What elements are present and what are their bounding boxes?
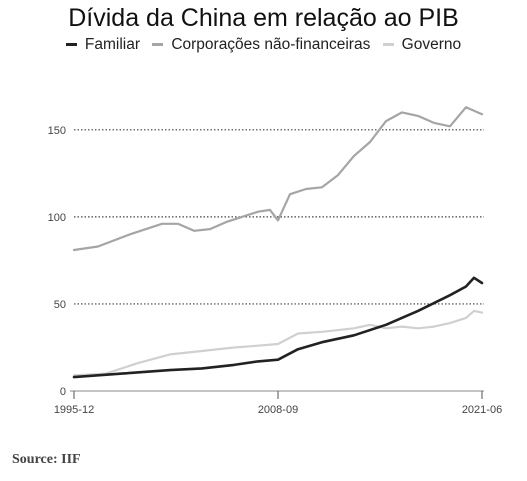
legend-item-governo: Governo: [382, 36, 462, 54]
line-governo: [72, 309, 484, 377]
legend-label-corporacoes: Corporações não-financeiras: [171, 36, 371, 53]
legend-label-familiar: Familiar: [84, 36, 140, 53]
x-tick-label-2008-09: 2008-09: [258, 404, 298, 416]
legend-item-familiar: Familiar: [65, 36, 140, 54]
y-tick-label-150: 150: [48, 125, 66, 137]
x-tick-label-1995-12: 1995-12: [54, 404, 94, 416]
legend-swatch-governo: [382, 43, 394, 47]
x-tick-label-2021-06: 2021-06: [462, 404, 502, 416]
line-corporacoes: [72, 106, 484, 252]
chart-title: Dívida da China em relação ao PIB: [68, 4, 459, 32]
line-familiar: [72, 276, 484, 379]
legend-item-corporacoes: Corporações não-financeiras: [152, 36, 370, 54]
legend-swatch-corporacoes: [152, 43, 164, 47]
y-tick-label-50: 50: [54, 299, 66, 311]
source-note: Source: IIF: [12, 452, 81, 467]
legend-swatch-familiar: [65, 43, 77, 47]
legend-label-governo: Governo: [401, 36, 462, 53]
legend: Familiar Corporações não-financeiras Gov…: [0, 36, 527, 54]
y-tick-label-0: 0: [60, 386, 66, 398]
y-tick-label-100: 100: [48, 212, 66, 224]
